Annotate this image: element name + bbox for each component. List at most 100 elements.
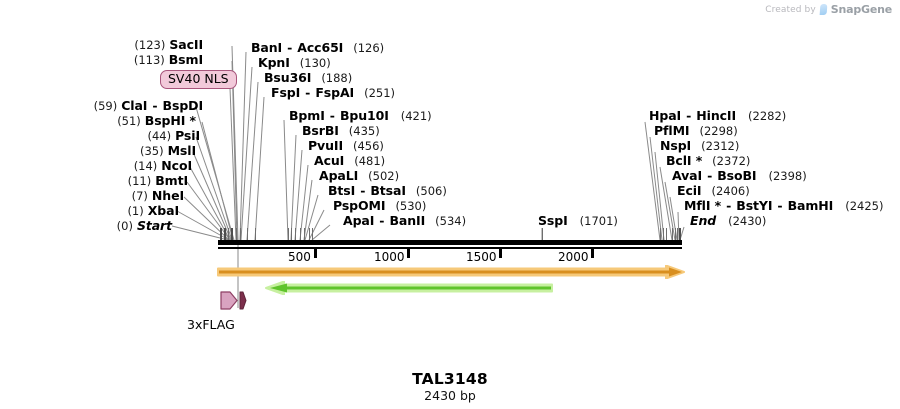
site-position: (530)	[395, 199, 427, 213]
site-label-clai-bspdi[interactable]: (59) ClaI - BspDI	[94, 99, 203, 113]
site-tick	[240, 228, 241, 240]
enzyme-name: AvaI	[672, 168, 703, 183]
site-tick	[677, 228, 678, 240]
enzyme-separator: -	[329, 108, 335, 123]
site-label-bsmi[interactable]: (113) BsmI	[134, 53, 203, 67]
enzyme-name: HincII	[696, 108, 737, 123]
site-label-apai-banii[interactable]: ApaI - BanII (534)	[343, 214, 466, 228]
ruler-tick-1500	[499, 249, 502, 258]
site-label-ecii[interactable]: EciI (2406)	[677, 184, 750, 198]
site-tick	[247, 228, 248, 240]
site-tick	[666, 228, 667, 240]
site-tick	[231, 228, 233, 240]
enzyme-name: PsiI	[175, 128, 200, 143]
site-tick	[300, 228, 301, 240]
enzyme-name: MslI	[167, 143, 197, 158]
enzyme-separator: -	[686, 108, 692, 123]
site-label-nhei[interactable]: (7) NheI	[132, 189, 184, 203]
site-label-acui[interactable]: AcuI (481)	[314, 154, 385, 168]
snapgene-logo-icon	[819, 4, 828, 15]
site-position: (1701)	[579, 214, 618, 228]
site-label-pvuii[interactable]: PvuII (456)	[308, 139, 384, 153]
site-tick	[291, 228, 292, 240]
site-position: (35)	[139, 144, 164, 158]
site-label-kpni[interactable]: KpnI (130)	[258, 56, 331, 70]
enzyme-name: BmtI	[155, 173, 188, 188]
site-label-fspi-fspai[interactable]: FspI - FspAI (251)	[271, 86, 395, 100]
enzyme-name: BsrBI	[302, 123, 339, 138]
site-label-sspi[interactable]: SspI (1701)	[538, 214, 618, 228]
site-tick	[312, 228, 313, 240]
site-position: (2398)	[768, 169, 807, 183]
enzyme-name: BtsaI	[370, 183, 406, 198]
site-position: (51)	[117, 114, 141, 128]
feature-label: SV40 NLS	[168, 71, 229, 86]
enzyme-name: BanI	[251, 40, 283, 55]
site-label-pspomi[interactable]: PspOMI (530)	[333, 199, 426, 213]
site-label-btsi-btsai[interactable]: BtsI - BtsaI (506)	[328, 184, 447, 198]
enzyme-name: BclI *	[666, 153, 703, 168]
site-label-bani-acc65i[interactable]: BanI - Acc65I (126)	[251, 41, 384, 55]
enzyme-separator: -	[360, 183, 366, 198]
enzyme-name: BanII	[389, 213, 426, 228]
site-position: (113)	[133, 53, 165, 67]
ruler-tick-500	[314, 249, 317, 258]
snapgene-watermark: Created by SnapGene	[765, 3, 892, 16]
site-tick	[228, 228, 229, 240]
site-position: (506)	[415, 184, 447, 198]
site-position: (11)	[127, 174, 152, 188]
orf-reverse-arrow[interactable]	[216, 280, 556, 299]
site-label-bsphi[interactable]: (51) BspHI *	[117, 114, 196, 128]
plasmid-backbone[interactable]	[218, 240, 682, 245]
site-label-msli[interactable]: (35) MslI	[140, 144, 196, 158]
watermark-brand: SnapGene	[830, 3, 892, 16]
enzyme-name: BamHI	[787, 198, 834, 213]
site-position: (481)	[354, 154, 386, 168]
enzyme-name: HpaI	[649, 108, 682, 123]
feature-3xflag-label[interactable]: 3xFLAG	[187, 317, 235, 332]
site-tick	[663, 228, 664, 240]
site-label-apali[interactable]: ApaLI (502)	[319, 169, 399, 183]
ruler-label-2000: 2000	[558, 250, 589, 264]
site-label-ncoi[interactable]: (14) NcoI	[134, 159, 192, 173]
watermark-prefix: Created by	[765, 4, 816, 15]
site-position: (44)	[147, 129, 172, 143]
enzyme-name: BstYI	[736, 198, 773, 213]
site-label-avai-bsobi[interactable]: AvaI - BsoBI (2398)	[672, 169, 807, 183]
site-label-bpmi-bpu10i[interactable]: BpmI - Bpu10I (421)	[289, 109, 432, 123]
enzyme-separator: -	[777, 198, 783, 213]
enzyme-name: EciI	[677, 183, 702, 198]
site-label-bmti[interactable]: (11) BmtI	[128, 174, 188, 188]
enzyme-name: ClaI	[121, 98, 148, 113]
site-label-mfli-bstyi-bamhi[interactable]: MflI * - BstYI - BamHI (2425)	[684, 199, 883, 213]
orf-forward-arrow[interactable]	[214, 264, 688, 283]
enzyme-name: Acc65I	[297, 40, 344, 55]
feature-sv40-nls[interactable]: SV40 NLS	[160, 70, 237, 89]
site-tick	[288, 228, 289, 240]
ruler-label-500: 500	[288, 250, 311, 264]
enzyme-name: KpnI	[258, 55, 290, 70]
enzyme-separator: -	[379, 213, 385, 228]
enzyme-separator: -	[305, 85, 311, 100]
site-position: (2430)	[728, 214, 767, 228]
site-label-pflmi[interactable]: PflMI (2298)	[654, 124, 738, 138]
site-label-xbai[interactable]: (1) XbaI	[127, 204, 179, 218]
site-tick	[672, 228, 673, 240]
site-label-end[interactable]: End (2430)	[690, 214, 766, 228]
feature-3xflag-arrows[interactable]	[218, 289, 250, 317]
site-label-bsrbi[interactable]: BsrBI (435)	[302, 124, 380, 138]
enzyme-name: FspAI	[315, 85, 355, 100]
site-label-nspi[interactable]: NspI (2312)	[660, 139, 739, 153]
site-position: (2372)	[712, 154, 751, 168]
site-label-sacii[interactable]: (123) SacII	[134, 38, 203, 52]
site-label-psii[interactable]: (44) PsiI	[147, 129, 200, 143]
site-label-hpai-hincii[interactable]: HpaI - HincII (2282)	[649, 109, 786, 123]
site-position: (2406)	[711, 184, 750, 198]
site-tick	[220, 228, 222, 240]
site-position: (456)	[353, 139, 384, 153]
site-label-start[interactable]: (0) Start	[117, 219, 172, 233]
site-label-bcli[interactable]: BclI * (2372)	[666, 154, 750, 168]
site-position: (251)	[364, 86, 396, 100]
site-label-bsu36i[interactable]: Bsu36I (188)	[264, 71, 352, 85]
